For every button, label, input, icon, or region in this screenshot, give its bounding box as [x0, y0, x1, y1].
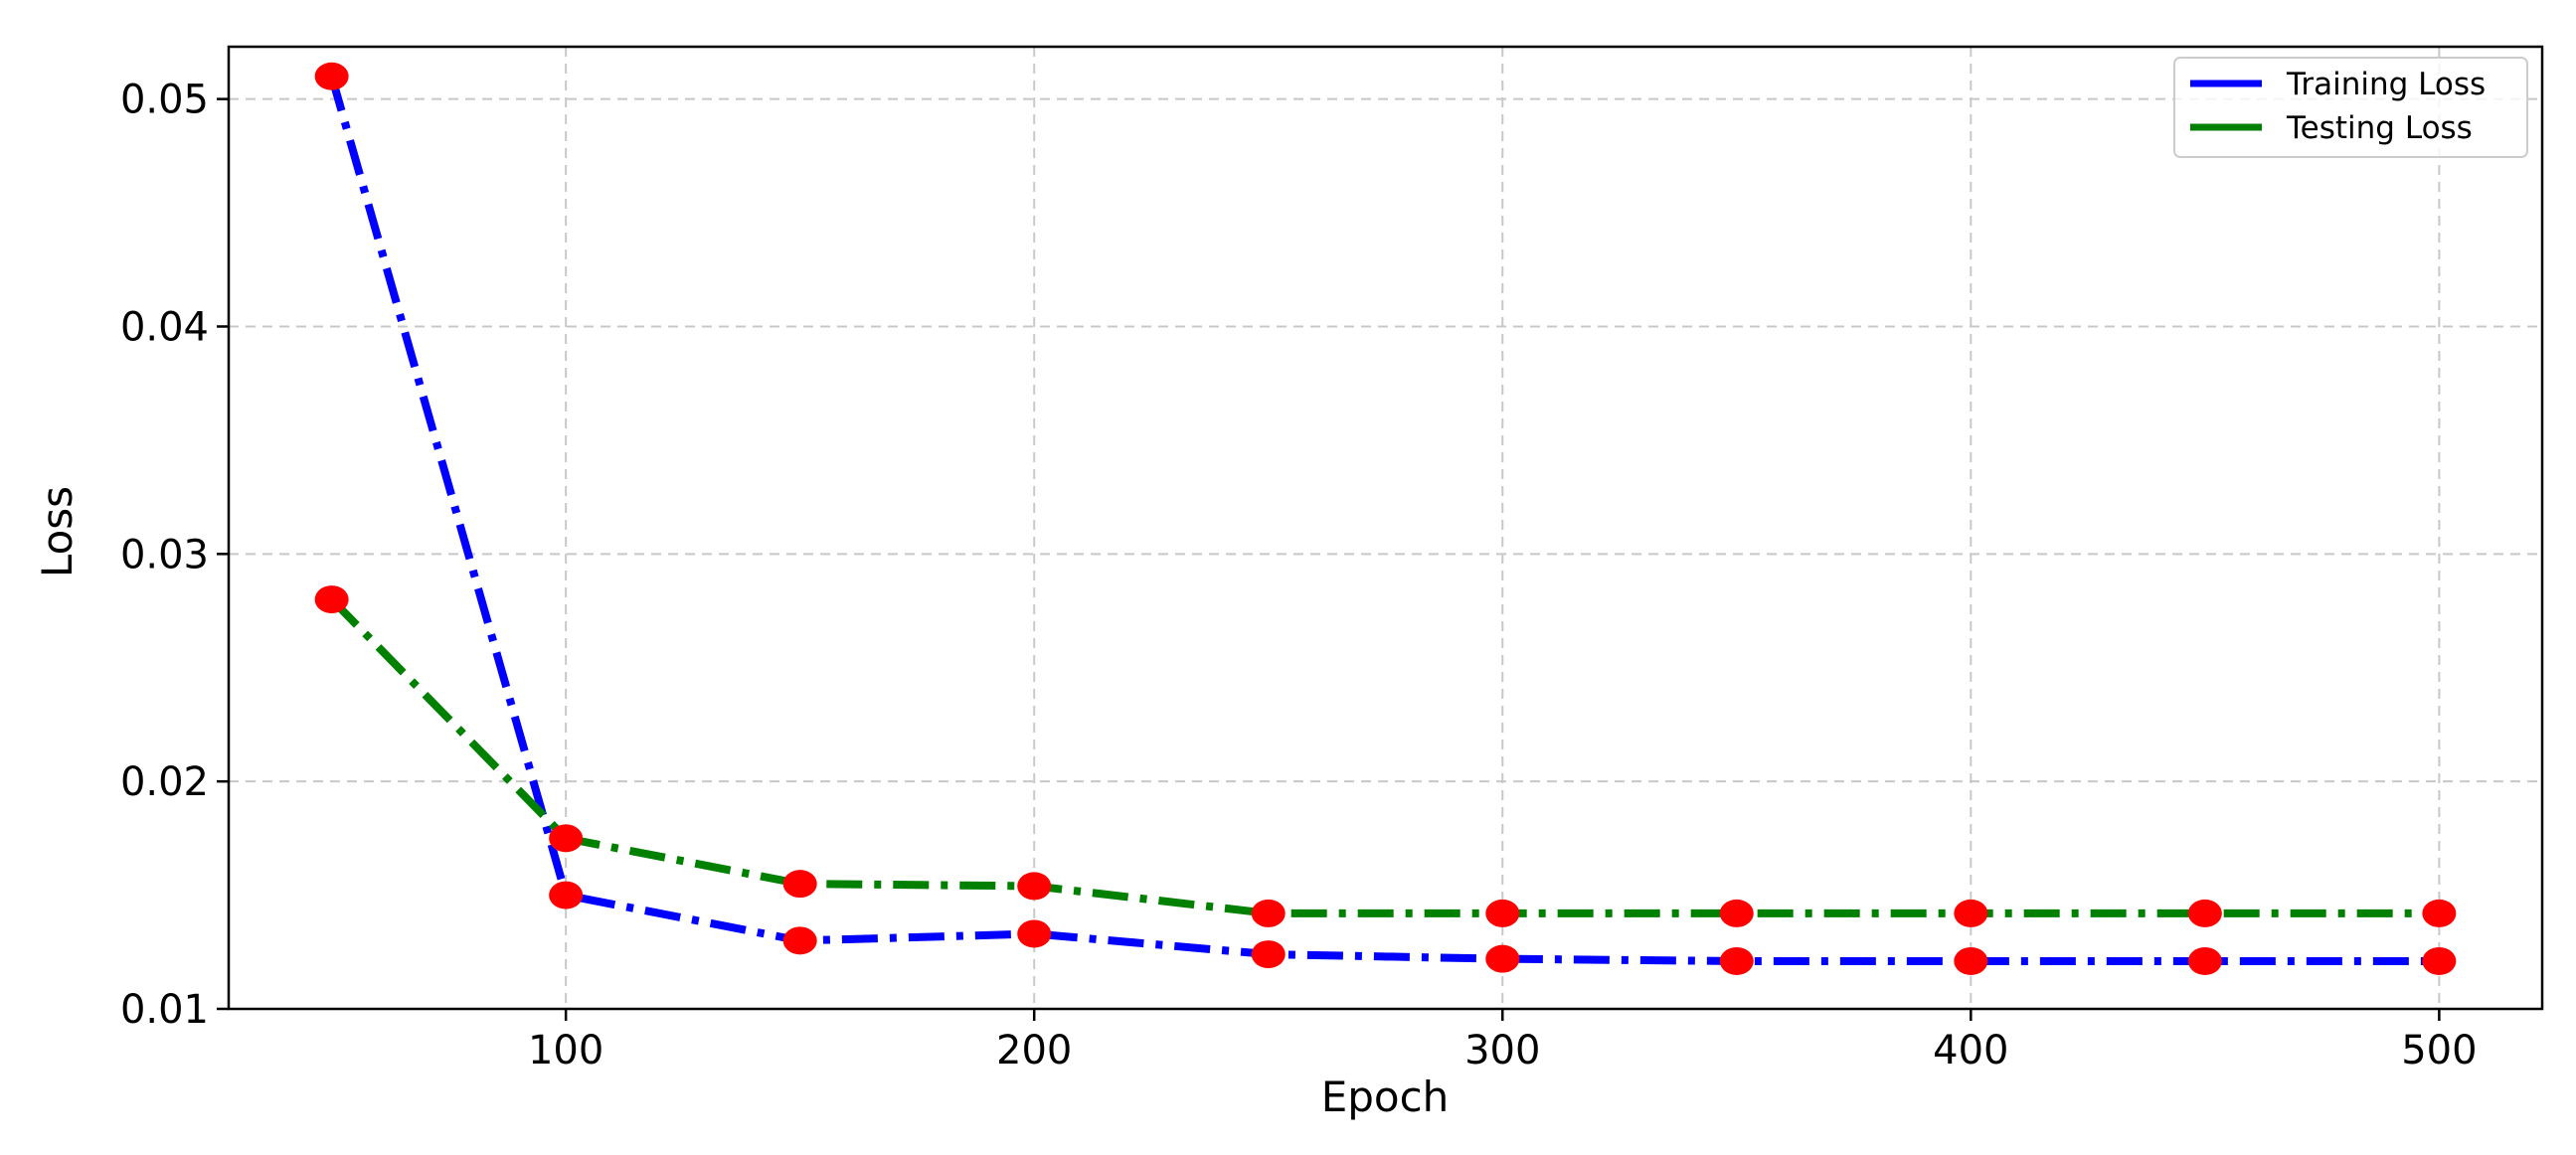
data-point-testing [314, 585, 349, 614]
data-point-training [1954, 946, 1988, 975]
data-point-training [314, 62, 349, 90]
x-tick-label: 300 [1464, 1028, 1540, 1073]
data-point-training [2187, 946, 2222, 975]
y-tick-label: 0.04 [120, 304, 209, 350]
x-tick-label: 200 [996, 1028, 1072, 1073]
data-point-training [1251, 940, 1286, 969]
series-line-training [327, 75, 2440, 965]
series-layer [327, 75, 2440, 965]
y-tick-label: 0.01 [120, 987, 209, 1033]
data-point-testing [1017, 872, 1052, 901]
data-point-training [782, 926, 817, 955]
plot-frame [227, 45, 2544, 1011]
y-tick-label: 0.05 [120, 78, 209, 123]
series-line-testing [328, 596, 2440, 917]
data-point-training [549, 881, 584, 909]
y-tick-label: 0.03 [120, 532, 209, 578]
y-tick-label: 0.02 [120, 759, 209, 805]
legend-box [2173, 57, 2528, 158]
legend-label-testing: Testing Loss [2286, 110, 2473, 146]
grid [229, 47, 2542, 1010]
data-point-testing [2422, 899, 2457, 927]
data-point-training [2422, 946, 2457, 975]
legend-label-training: Training Loss [2286, 67, 2486, 102]
x-tick-label: 400 [1933, 1028, 2008, 1073]
data-point-testing [1251, 899, 1286, 927]
x-tick-label: 500 [2401, 1028, 2477, 1073]
marker-layer [314, 62, 2457, 975]
data-point-training [1485, 944, 1520, 973]
data-point-testing [549, 824, 584, 853]
data-point-testing [782, 870, 817, 899]
data-point-testing [2187, 899, 2222, 927]
x-tick-label: 100 [528, 1028, 603, 1073]
data-point-testing [1719, 899, 1754, 927]
legend: Training Loss Testing Loss [2173, 57, 2528, 158]
data-point-training [1719, 946, 1754, 975]
y-axis-label: Loss [33, 486, 82, 578]
ticks: 100 200 300 400 500 0.01 0.02 0.03 0.04 0.05 [120, 78, 2478, 1073]
data-point-testing [1954, 899, 1988, 927]
x-axis-label: Epoch [1321, 1072, 1450, 1121]
data-point-testing [1485, 899, 1520, 927]
data-point-training [1017, 919, 1052, 948]
